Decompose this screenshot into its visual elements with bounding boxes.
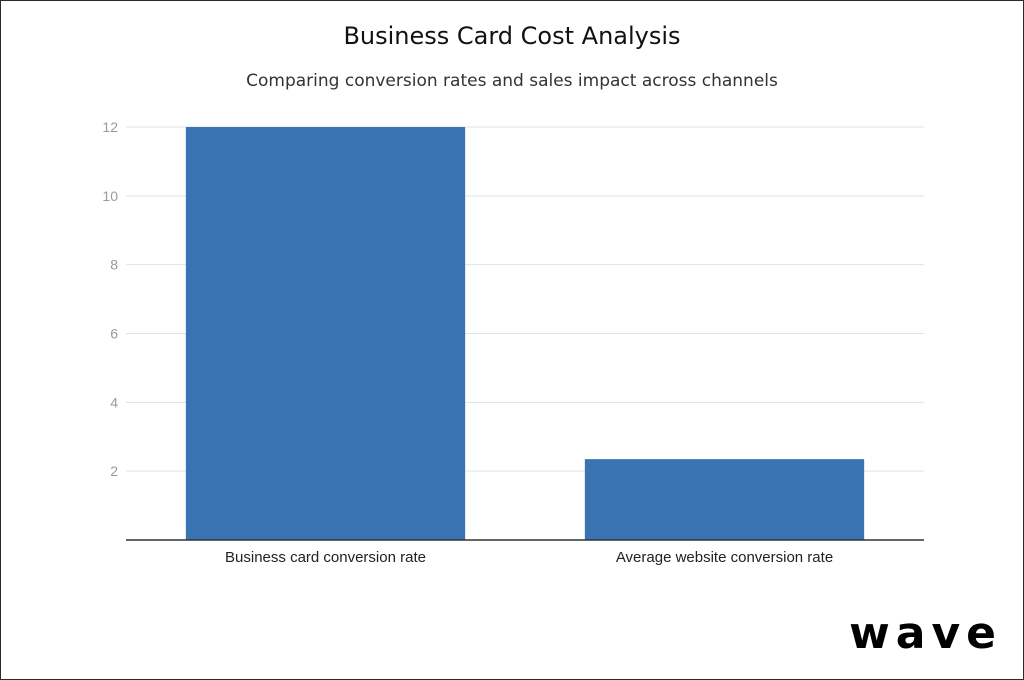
wave-logo: wave [849, 608, 1002, 659]
y-tick-label: 8 [110, 257, 118, 273]
bar [185, 127, 466, 540]
y-tick-label: 6 [110, 326, 118, 342]
x-category-label: Business card conversion rate [225, 549, 426, 566]
axes: 2 4 6 8 10 12 Business card conversion rate Ave… [102, 119, 924, 566]
x-category-label: Average website conversion rate [616, 549, 833, 566]
y-tick-label: 12 [102, 119, 118, 135]
chart-subtitle: Comparing conversion rates and sales imp… [246, 71, 778, 91]
y-tick-label: 10 [102, 188, 118, 204]
y-tick-label: 4 [110, 394, 118, 410]
bars [185, 127, 865, 540]
chart-title: Business Card Cost Analysis [343, 22, 681, 50]
bar [584, 459, 865, 540]
y-tick-label: 2 [110, 463, 118, 479]
